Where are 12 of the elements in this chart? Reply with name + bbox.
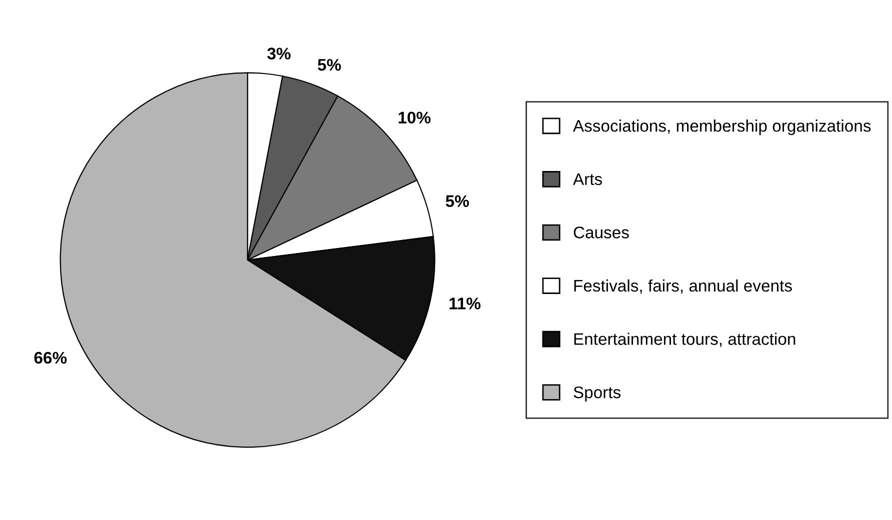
data-label: 66% — [34, 352, 67, 364]
legend-label: Entertainment tours, attraction — [574, 332, 796, 347]
data-label: 11% — [450, 298, 480, 310]
data-label: 5% — [446, 195, 469, 208]
legend-label: Causes — [574, 226, 629, 238]
legend-label: Arts — [572, 173, 602, 186]
data-label: 5% — [318, 58, 341, 71]
legend-label: Associations, membership organizations — [572, 120, 871, 136]
legend-label: Festivals, fairs, annual events — [574, 279, 792, 294]
legend-label: Sports — [574, 386, 621, 402]
data-label: 3% — [267, 48, 291, 60]
data-label: 10% — [398, 112, 431, 124]
